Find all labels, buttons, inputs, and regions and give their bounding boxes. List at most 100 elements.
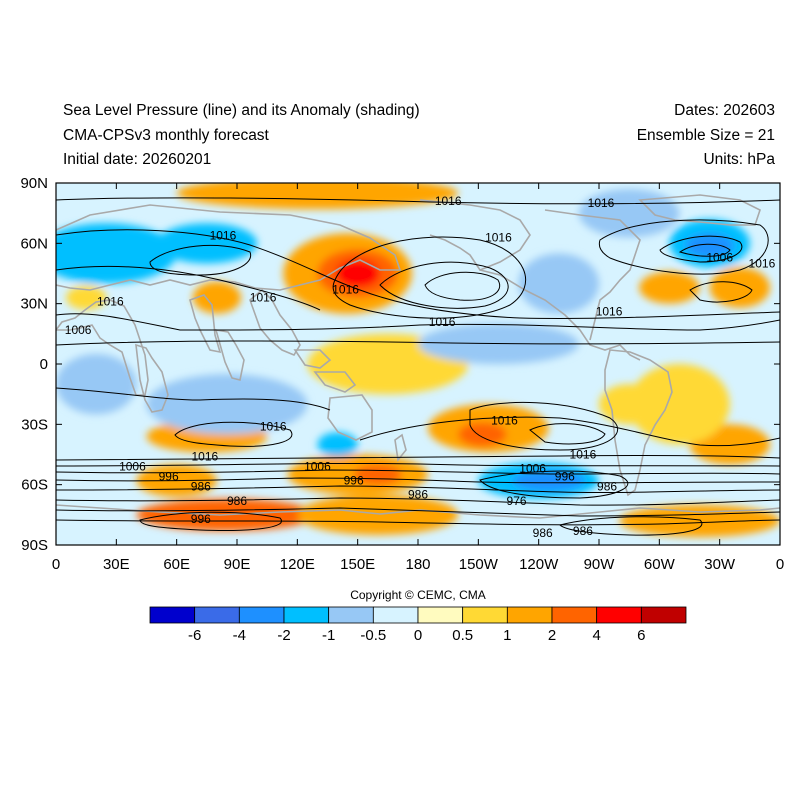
- lon-tick-label: 60W: [644, 556, 676, 573]
- contour-label: 1016: [485, 230, 512, 244]
- contour-label: 1016: [429, 315, 456, 329]
- anomaly-region: [56, 223, 177, 284]
- colorbar-swatch: [238, 606, 285, 624]
- contour-label: 986: [597, 480, 617, 494]
- anomaly-region: [192, 281, 242, 314]
- contour-label: 986: [191, 480, 211, 494]
- isobar-contours: [56, 197, 780, 536]
- anomaly-region: [629, 364, 730, 445]
- contour-label: 1006: [706, 250, 733, 264]
- contour-label: 1016: [260, 419, 287, 433]
- contour-label: 1016: [749, 256, 776, 270]
- colorbar-swatch: [551, 606, 598, 624]
- contour-label: 1016: [210, 228, 237, 242]
- contour-label: 1016: [596, 305, 623, 319]
- chart-title: Sea Level Pressure (line) and its Anomal…: [63, 102, 420, 119]
- colorbar-swatch: [283, 606, 330, 624]
- coastlines: [56, 194, 780, 519]
- colorbar-label: 0: [414, 627, 422, 644]
- lat-tick-label: 0: [40, 356, 48, 373]
- lat-tick-label: 90N: [20, 175, 48, 192]
- anomaly-region: [156, 223, 258, 264]
- anomaly-region: [518, 253, 599, 314]
- forecast-dates: Dates: 202603: [674, 102, 775, 119]
- anomaly-region: [458, 422, 507, 447]
- lon-tick-label: 90W: [584, 556, 616, 573]
- lon-tick-label: 30W: [704, 556, 736, 573]
- contour-label: 996: [191, 512, 211, 526]
- lon-tick-label: 120E: [280, 556, 315, 573]
- colorbar-label: 0.5: [452, 627, 473, 644]
- contour-label: 1016: [97, 295, 124, 309]
- contour-label: 1016: [250, 291, 277, 305]
- lon-tick-label: 120W: [519, 556, 559, 573]
- anomaly-region: [578, 189, 680, 238]
- contour-label: 1006: [304, 460, 331, 474]
- contour-label: 1016: [332, 283, 359, 297]
- lat-tick-label: 90S: [21, 537, 48, 554]
- colorbar-swatch: [640, 606, 687, 624]
- lon-tick-label: 60E: [163, 556, 190, 573]
- lon-tick-label: 90E: [224, 556, 251, 573]
- colorbar-swatch: [149, 606, 196, 624]
- contour-label: 976: [507, 494, 527, 508]
- colorbar-swatch: [372, 606, 419, 624]
- model-subtitle: CMA-CPSv3 monthly forecast: [63, 127, 269, 144]
- colorbar-swatch: [194, 606, 240, 624]
- initial-date: Initial date: 20260201: [63, 151, 212, 168]
- colorbar-label: -4: [233, 627, 246, 644]
- ensemble-size: Ensemble Size = 21: [636, 127, 775, 144]
- colorbar-label: -0.5: [360, 627, 386, 644]
- contour-label: 996: [555, 470, 575, 484]
- contour-label: 1016: [435, 194, 462, 208]
- latitude-tick-labels: 90N 60N 30N 0 30S 60S 90S: [20, 175, 48, 554]
- contour-label: 1006: [519, 462, 546, 476]
- contour-label: 986: [573, 524, 593, 538]
- lon-tick-label: 180: [405, 556, 430, 573]
- colorbar-swatch: [596, 606, 642, 624]
- colorbar-swatch: [506, 606, 553, 624]
- colorbar-label: -2: [277, 627, 290, 644]
- contour-label: 986: [227, 494, 247, 508]
- colorbar-swatch: [462, 606, 508, 624]
- lon-tick-label: 0: [52, 556, 60, 573]
- lon-tick-label: 30E: [103, 556, 130, 573]
- colorbar-swatch: [328, 606, 374, 624]
- anomaly-region: [709, 267, 770, 308]
- contour-label: 986: [408, 488, 428, 502]
- contour-label: 996: [159, 470, 179, 484]
- anomaly-region: [512, 470, 585, 491]
- colorbar-label: 6: [637, 627, 645, 644]
- lat-tick-label: 60N: [20, 235, 48, 252]
- colorbar-label: -6: [188, 627, 201, 644]
- contour-label: 1006: [119, 460, 146, 474]
- axis-ticks: [55, 182, 781, 546]
- contour-label: 1006: [65, 323, 92, 337]
- colorbar-label: 4: [592, 627, 600, 644]
- longitude-tick-labels: 0 30E 60E 90E 120E 150E 180 150W 120W 90W 60W 30W 0: [52, 556, 784, 573]
- contour-label: 996: [344, 474, 364, 488]
- anomaly-region: [335, 259, 380, 288]
- contour-label: 1016: [491, 413, 518, 427]
- contour-label: 986: [533, 526, 553, 540]
- anomaly-region: [66, 285, 107, 310]
- lat-tick-label: 30S: [21, 416, 48, 433]
- lon-tick-label: 150W: [459, 556, 499, 573]
- anomaly-region: [56, 353, 137, 415]
- anomaly-region: [297, 494, 459, 535]
- contour-labels: 1016 1016 1016 1016 1006 1016 1016 1016 1016 1016…: [65, 194, 776, 540]
- lon-tick-label: 150E: [340, 556, 375, 573]
- lon-tick-label: 0: [776, 556, 784, 573]
- anomaly-region: [685, 233, 734, 258]
- anomaly-region: [317, 432, 358, 457]
- contour-label: 1016: [191, 450, 218, 464]
- lat-tick-label: 60S: [21, 477, 48, 494]
- anomaly-region: [176, 183, 459, 210]
- colorbar-label: -1: [322, 627, 335, 644]
- lat-tick-label: 30N: [20, 296, 48, 313]
- anomaly-region: [146, 374, 308, 435]
- colorbar: -6 -4 -2 -1 -0.5 0 0.5 1 2 4 6: [149, 606, 687, 644]
- copyright-notice: Copyright © CEMC, CMA: [350, 588, 486, 602]
- colorbar-label: 2: [548, 627, 556, 644]
